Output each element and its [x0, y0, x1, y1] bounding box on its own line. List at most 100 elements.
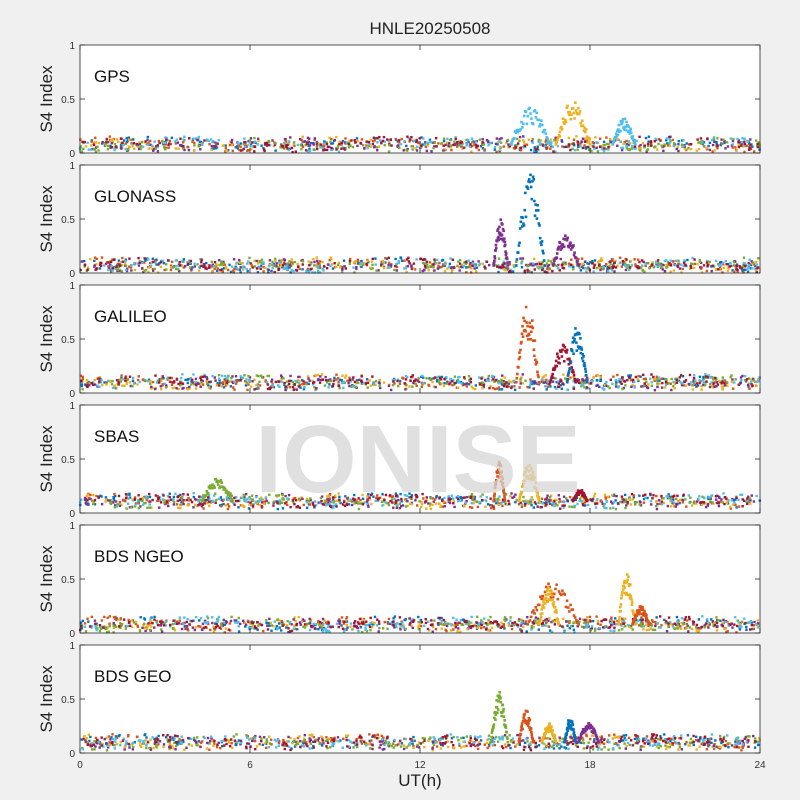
data-point [223, 486, 226, 490]
data-point [367, 505, 370, 508]
data-point [625, 258, 628, 261]
data-point [585, 380, 589, 384]
data-point [521, 485, 525, 488]
data-point [534, 487, 538, 490]
data-point [496, 140, 500, 144]
data-point [605, 384, 608, 388]
data-point [539, 139, 543, 142]
data-point [500, 475, 504, 478]
data-point [190, 380, 193, 383]
data-point [405, 375, 409, 379]
data-point [540, 142, 543, 146]
data-point [515, 258, 519, 261]
data-point [628, 132, 631, 135]
data-point [526, 475, 530, 478]
data-point [616, 133, 620, 137]
data-point [514, 493, 517, 496]
data-point [98, 267, 102, 270]
data-point [89, 257, 92, 261]
data-point [507, 385, 510, 388]
data-point [737, 383, 741, 386]
data-point [220, 481, 223, 485]
data-point [453, 140, 456, 143]
data-point [275, 265, 278, 268]
data-point [551, 380, 555, 383]
data-point [555, 352, 559, 356]
data-point [616, 380, 620, 383]
data-point [562, 120, 566, 124]
data-point [463, 496, 466, 499]
data-point [750, 621, 753, 624]
data-point [359, 263, 362, 267]
data-point [681, 498, 684, 502]
data-point [496, 227, 500, 231]
data-point [327, 494, 331, 498]
data-point [118, 504, 122, 508]
data-point [380, 500, 384, 503]
data-point [128, 492, 131, 495]
data-point [568, 244, 571, 247]
data-point [267, 143, 270, 147]
data-point [391, 501, 394, 504]
data-point [201, 142, 204, 146]
data-point [560, 139, 563, 142]
data-point [154, 147, 158, 150]
data-point [182, 145, 185, 148]
data-point [542, 379, 546, 382]
data-point [413, 268, 417, 271]
data-point [478, 262, 482, 266]
data-point [270, 380, 273, 383]
data-point [566, 380, 569, 384]
data-point [493, 378, 496, 382]
data-point [729, 261, 732, 265]
data-point [89, 148, 93, 151]
data-point [424, 500, 427, 503]
data-point [592, 495, 596, 498]
data-point [629, 503, 633, 506]
data-point [122, 378, 125, 381]
data-point [612, 265, 616, 268]
data-point [393, 615, 397, 618]
data-point [383, 144, 386, 147]
data-point [477, 148, 481, 152]
data-point [307, 377, 310, 380]
data-point [620, 495, 624, 498]
data-point [624, 498, 628, 501]
data-point [561, 145, 564, 148]
data-point [523, 479, 526, 482]
data-point [214, 379, 217, 382]
data-point [620, 122, 623, 126]
data-point [195, 137, 198, 141]
data-point [540, 123, 544, 127]
data-point [505, 257, 509, 261]
data-point [318, 271, 322, 274]
data-point [338, 500, 341, 503]
data-point [662, 263, 665, 267]
data-point [715, 268, 718, 272]
data-point [423, 143, 427, 147]
data-point [248, 503, 251, 506]
data-point [697, 141, 701, 144]
data-point [262, 147, 265, 150]
data-point [707, 497, 710, 501]
data-point [235, 380, 238, 383]
data-point [395, 269, 399, 272]
data-point [243, 497, 246, 501]
data-point [713, 140, 716, 144]
data-point [282, 261, 286, 264]
data-point [168, 142, 171, 145]
data-point [520, 260, 524, 263]
data-point [503, 240, 507, 244]
data-point [578, 345, 582, 349]
data-point [265, 499, 268, 503]
data-point [484, 499, 488, 503]
data-point [642, 260, 645, 264]
data-point [529, 381, 532, 384]
data-point [654, 138, 658, 142]
data-point [167, 146, 170, 149]
data-point [159, 377, 163, 381]
data-point [426, 144, 429, 147]
data-point [207, 496, 210, 499]
data-point [261, 261, 265, 264]
